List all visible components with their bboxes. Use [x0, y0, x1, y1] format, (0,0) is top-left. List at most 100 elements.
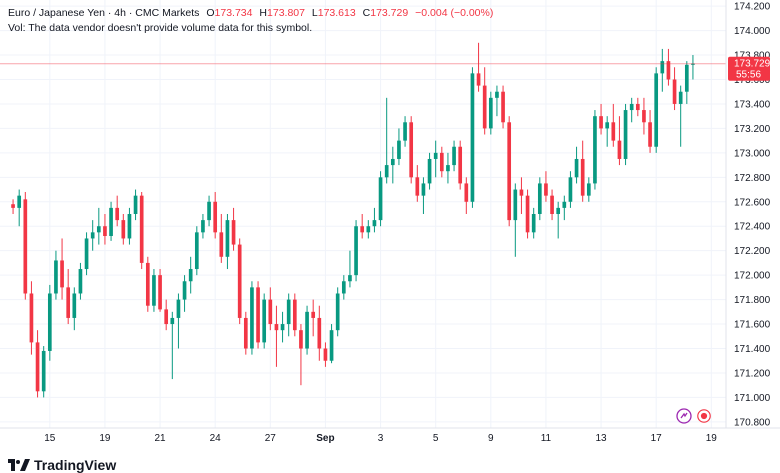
candle[interactable]: [501, 85, 505, 129]
candle[interactable]: [194, 226, 199, 276]
candle[interactable]: [691, 55, 695, 80]
candle[interactable]: [262, 293, 267, 349]
candle[interactable]: [170, 311, 175, 380]
candle[interactable]: [586, 177, 591, 202]
candle[interactable]: [611, 103, 616, 147]
candle[interactable]: [115, 195, 120, 227]
candle[interactable]: [299, 324, 303, 386]
candle[interactable]: [152, 269, 156, 312]
candle[interactable]: [556, 201, 561, 239]
candle[interactable]: [84, 232, 89, 276]
candle[interactable]: [54, 250, 58, 300]
candle[interactable]: [427, 152, 432, 190]
candle[interactable]: [256, 281, 260, 349]
candle[interactable]: [133, 189, 138, 221]
candle[interactable]: [470, 67, 475, 208]
candle[interactable]: [495, 85, 499, 117]
candle[interactable]: [164, 299, 169, 331]
candle[interactable]: [72, 287, 77, 331]
candle[interactable]: [90, 220, 95, 251]
candle[interactable]: [378, 171, 383, 227]
candle[interactable]: [96, 207, 101, 245]
candle[interactable]: [317, 305, 322, 361]
candle[interactable]: [390, 146, 395, 184]
candle[interactable]: [354, 220, 358, 282]
candle[interactable]: [188, 256, 193, 294]
candle[interactable]: [537, 177, 542, 221]
symbol-title[interactable]: Euro / Japanese Yen · 4h · CMC Markets: [8, 7, 200, 19]
candle[interactable]: [544, 171, 548, 202]
candle[interactable]: [415, 165, 420, 202]
candle[interactable]: [458, 140, 463, 190]
candle[interactable]: [176, 293, 181, 349]
candle[interactable]: [488, 91, 493, 135]
candle[interactable]: [182, 275, 187, 312]
candle[interactable]: [225, 214, 230, 270]
candle[interactable]: [409, 116, 414, 184]
candle[interactable]: [268, 287, 273, 331]
candle[interactable]: [109, 201, 113, 241]
candle[interactable]: [397, 128, 401, 166]
candle[interactable]: [672, 67, 677, 111]
candle[interactable]: [360, 214, 365, 239]
candle[interactable]: [623, 103, 628, 166]
candle[interactable]: [292, 293, 297, 337]
candle[interactable]: [654, 67, 659, 153]
candle[interactable]: [593, 110, 597, 190]
candle[interactable]: [329, 324, 334, 364]
candle[interactable]: [341, 275, 346, 300]
candle[interactable]: [678, 85, 683, 147]
candle[interactable]: [660, 48, 665, 92]
candle[interactable]: [562, 195, 567, 221]
candle[interactable]: [127, 207, 132, 245]
candle[interactable]: [23, 191, 28, 300]
candle[interactable]: [17, 189, 22, 227]
candle[interactable]: [617, 116, 622, 166]
candle[interactable]: [280, 311, 285, 343]
candle[interactable]: [348, 250, 352, 288]
candle[interactable]: [482, 67, 487, 135]
candle[interactable]: [439, 146, 444, 178]
candle[interactable]: [635, 97, 640, 117]
candle[interactable]: [403, 116, 407, 147]
candle[interactable]: [372, 207, 377, 233]
candle[interactable]: [519, 177, 524, 214]
candle[interactable]: [335, 287, 340, 337]
candle[interactable]: [433, 140, 438, 178]
candle[interactable]: [531, 207, 536, 239]
candle[interactable]: [158, 269, 162, 312]
candle[interactable]: [139, 191, 144, 270]
time-axis[interactable]: 15 19 21 24 27 Sep 3 5 9 11 13 17 19: [44, 433, 717, 444]
candle[interactable]: [452, 140, 456, 172]
candle[interactable]: [286, 293, 291, 337]
candle[interactable]: [550, 189, 554, 221]
candle[interactable]: [60, 238, 64, 300]
candle[interactable]: [66, 269, 71, 325]
candle[interactable]: [121, 214, 126, 245]
candle[interactable]: [305, 305, 309, 355]
candle[interactable]: [525, 189, 530, 239]
candle[interactable]: [11, 199, 15, 214]
candle[interactable]: [464, 177, 469, 214]
candle[interactable]: [207, 195, 211, 227]
record-icon[interactable]: [696, 408, 712, 424]
candle[interactable]: [323, 342, 328, 367]
candle[interactable]: [145, 256, 150, 312]
candle[interactable]: [666, 48, 671, 86]
candle[interactable]: [684, 61, 689, 104]
chart-replay-icon[interactable]: [676, 408, 692, 424]
candle[interactable]: [201, 214, 205, 239]
candle[interactable]: [446, 152, 450, 184]
candle[interactable]: [642, 97, 646, 135]
candle[interactable]: [580, 140, 585, 202]
candle[interactable]: [78, 262, 83, 300]
candle[interactable]: [605, 116, 610, 147]
candle[interactable]: [103, 214, 107, 245]
candle[interactable]: [41, 346, 46, 398]
candle[interactable]: [311, 299, 316, 337]
candle[interactable]: [476, 42, 481, 92]
candle[interactable]: [507, 116, 512, 227]
candle[interactable]: [421, 177, 426, 214]
candle[interactable]: [648, 110, 652, 153]
